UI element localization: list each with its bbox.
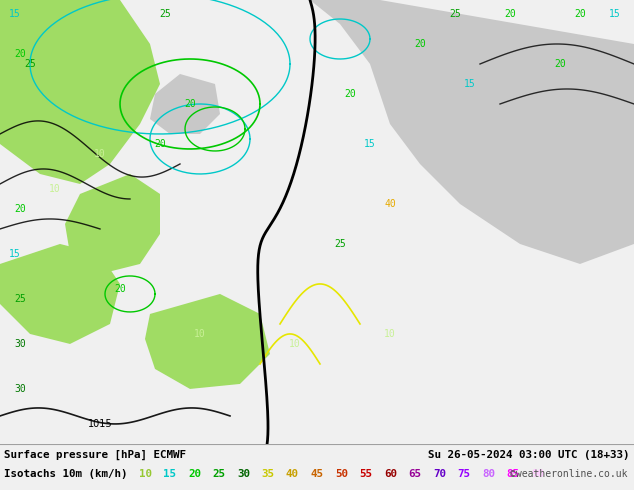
- Text: Su 26-05-2024 03:00 UTC (18+33): Su 26-05-2024 03:00 UTC (18+33): [429, 450, 630, 460]
- Text: 1015: 1015: [87, 419, 112, 429]
- Text: 50: 50: [335, 469, 348, 479]
- Text: 15: 15: [364, 139, 376, 149]
- Polygon shape: [145, 294, 270, 389]
- Text: 65: 65: [408, 469, 422, 479]
- Polygon shape: [150, 74, 220, 134]
- Text: 15: 15: [9, 249, 21, 259]
- Text: 20: 20: [184, 99, 196, 109]
- Text: 20: 20: [14, 49, 26, 59]
- Text: 20: 20: [554, 59, 566, 69]
- Text: 10: 10: [139, 469, 152, 479]
- Text: 75: 75: [458, 469, 470, 479]
- Text: 55: 55: [359, 469, 373, 479]
- Text: 30: 30: [14, 384, 26, 394]
- Text: Surface pressure [hPa] ECMWF: Surface pressure [hPa] ECMWF: [4, 450, 186, 460]
- Text: 20: 20: [414, 39, 426, 49]
- Text: 60: 60: [384, 469, 397, 479]
- Polygon shape: [0, 0, 160, 184]
- Text: 35: 35: [261, 469, 275, 479]
- Text: 30: 30: [237, 469, 250, 479]
- Text: 90: 90: [531, 469, 544, 479]
- Text: 20: 20: [154, 139, 166, 149]
- Text: Isotachs 10m (km/h): Isotachs 10m (km/h): [4, 469, 127, 479]
- Text: 15: 15: [464, 79, 476, 89]
- Text: 45: 45: [311, 469, 323, 479]
- Text: 20: 20: [574, 9, 586, 19]
- Text: 10: 10: [194, 329, 206, 339]
- Text: 20: 20: [344, 89, 356, 99]
- Text: 10: 10: [94, 149, 106, 159]
- Text: 25: 25: [449, 9, 461, 19]
- Text: 40: 40: [286, 469, 299, 479]
- Text: 25: 25: [212, 469, 226, 479]
- Text: 20: 20: [14, 204, 26, 214]
- Text: 10: 10: [49, 184, 61, 194]
- Text: 10: 10: [384, 329, 396, 339]
- Text: 85: 85: [507, 469, 519, 479]
- Text: 15: 15: [164, 469, 176, 479]
- Text: 10: 10: [289, 339, 301, 349]
- Polygon shape: [310, 0, 634, 264]
- Text: 70: 70: [433, 469, 446, 479]
- Text: 80: 80: [482, 469, 495, 479]
- Text: 25: 25: [159, 9, 171, 19]
- Text: 20: 20: [114, 284, 126, 294]
- Text: ©weatheronline.co.uk: ©weatheronline.co.uk: [510, 469, 628, 479]
- Text: 25: 25: [24, 59, 36, 69]
- Polygon shape: [65, 174, 160, 274]
- Text: 30: 30: [14, 339, 26, 349]
- Text: 20: 20: [504, 9, 516, 19]
- Text: 40: 40: [384, 199, 396, 209]
- Text: 15: 15: [9, 9, 21, 19]
- Polygon shape: [0, 244, 120, 344]
- Text: 25: 25: [334, 239, 346, 249]
- Text: 20: 20: [188, 469, 201, 479]
- Text: 25: 25: [14, 294, 26, 304]
- Text: 15: 15: [609, 9, 621, 19]
